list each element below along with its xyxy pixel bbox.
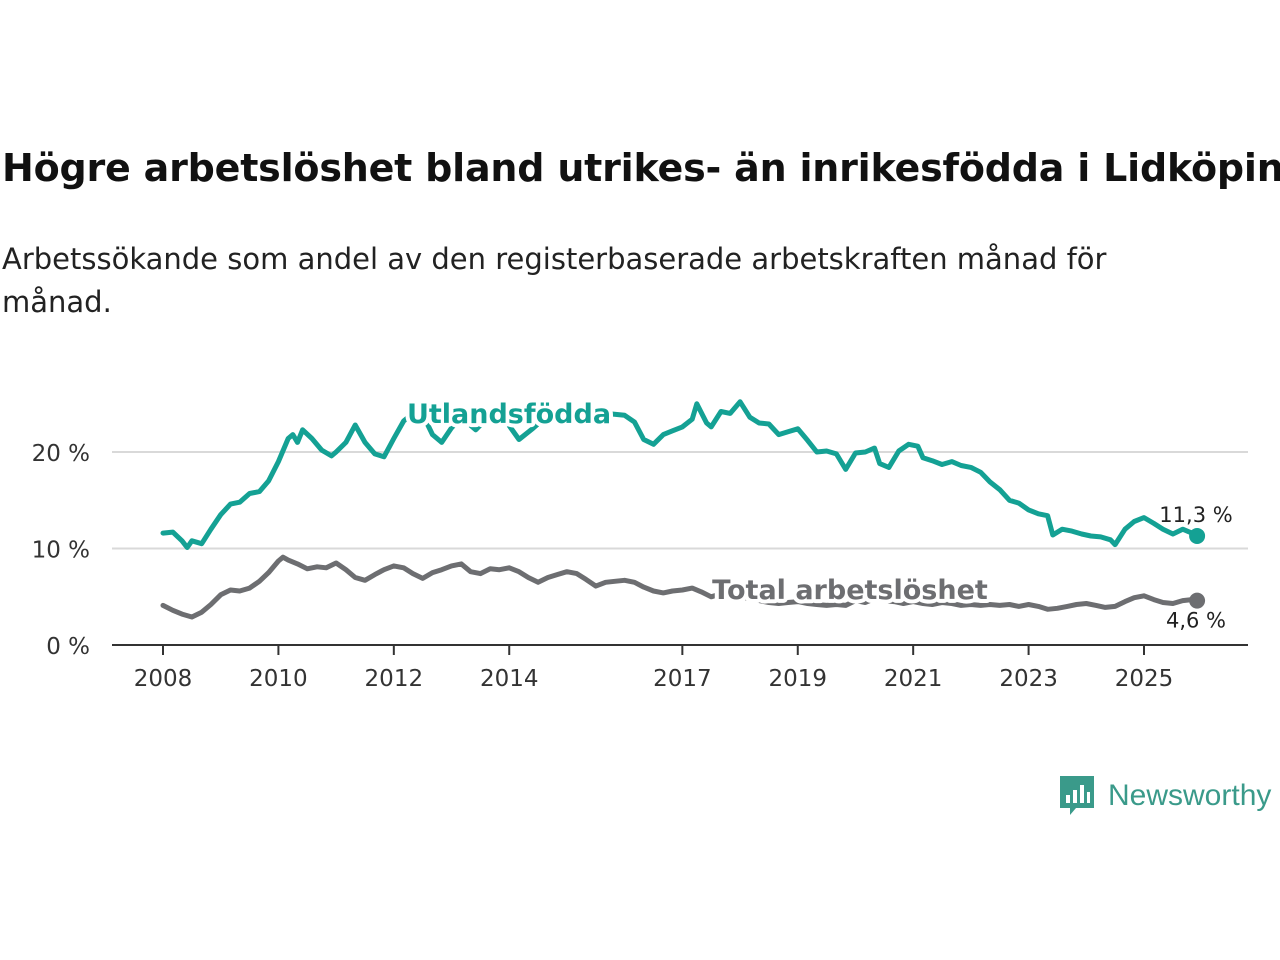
series-name-label: Total arbetslöshet <box>712 575 988 606</box>
brand-name: Newsworthy <box>1108 779 1272 812</box>
y-tick-label: 20 % <box>32 441 90 467</box>
chart-subtitle: Arbetssökande som andel av den registerb… <box>2 242 1107 319</box>
series-end-label: 4,6 % <box>1166 609 1226 633</box>
x-tick-label: 2012 <box>365 666 424 692</box>
brand-logo: Newsworthy <box>1058 774 1271 818</box>
series-labels: 11,3 % Utlandsfödda 4,6 % Total arbetslöshe… <box>403 395 1233 633</box>
x-tick-label: 2019 <box>768 666 827 692</box>
x-tick-label: 2008 <box>134 666 193 692</box>
series-group <box>160 399 1206 620</box>
series-end-label: 11,3 % <box>1159 503 1232 527</box>
x-axis: 2008 2010 2012 2014 2017 2019 2021 2023 2025 <box>134 645 1174 692</box>
series-line <box>160 399 1200 550</box>
chart-title: Högre arbetslöshet bland utrikes- än inr… <box>2 146 1280 190</box>
x-tick-label: 2010 <box>249 666 308 692</box>
grid-lines <box>112 451 1248 550</box>
x-tick-label: 2021 <box>884 666 943 692</box>
x-tick-label: 2017 <box>653 666 712 692</box>
series-end-marker <box>1189 592 1206 609</box>
y-axis: 0 % 10 % 20 % <box>32 441 90 660</box>
x-tick-label: 2014 <box>480 666 539 692</box>
y-tick-label: 10 % <box>32 538 90 564</box>
x-tick-label: 2025 <box>1115 666 1174 692</box>
x-tick-label: 2023 <box>999 666 1058 692</box>
series-line <box>160 554 1200 620</box>
y-tick-label: 0 % <box>46 634 90 660</box>
newsworthy-logo-icon <box>1060 776 1094 815</box>
series-end-marker <box>1189 527 1206 544</box>
series-name-label: Utlandsfödda <box>407 399 611 430</box>
